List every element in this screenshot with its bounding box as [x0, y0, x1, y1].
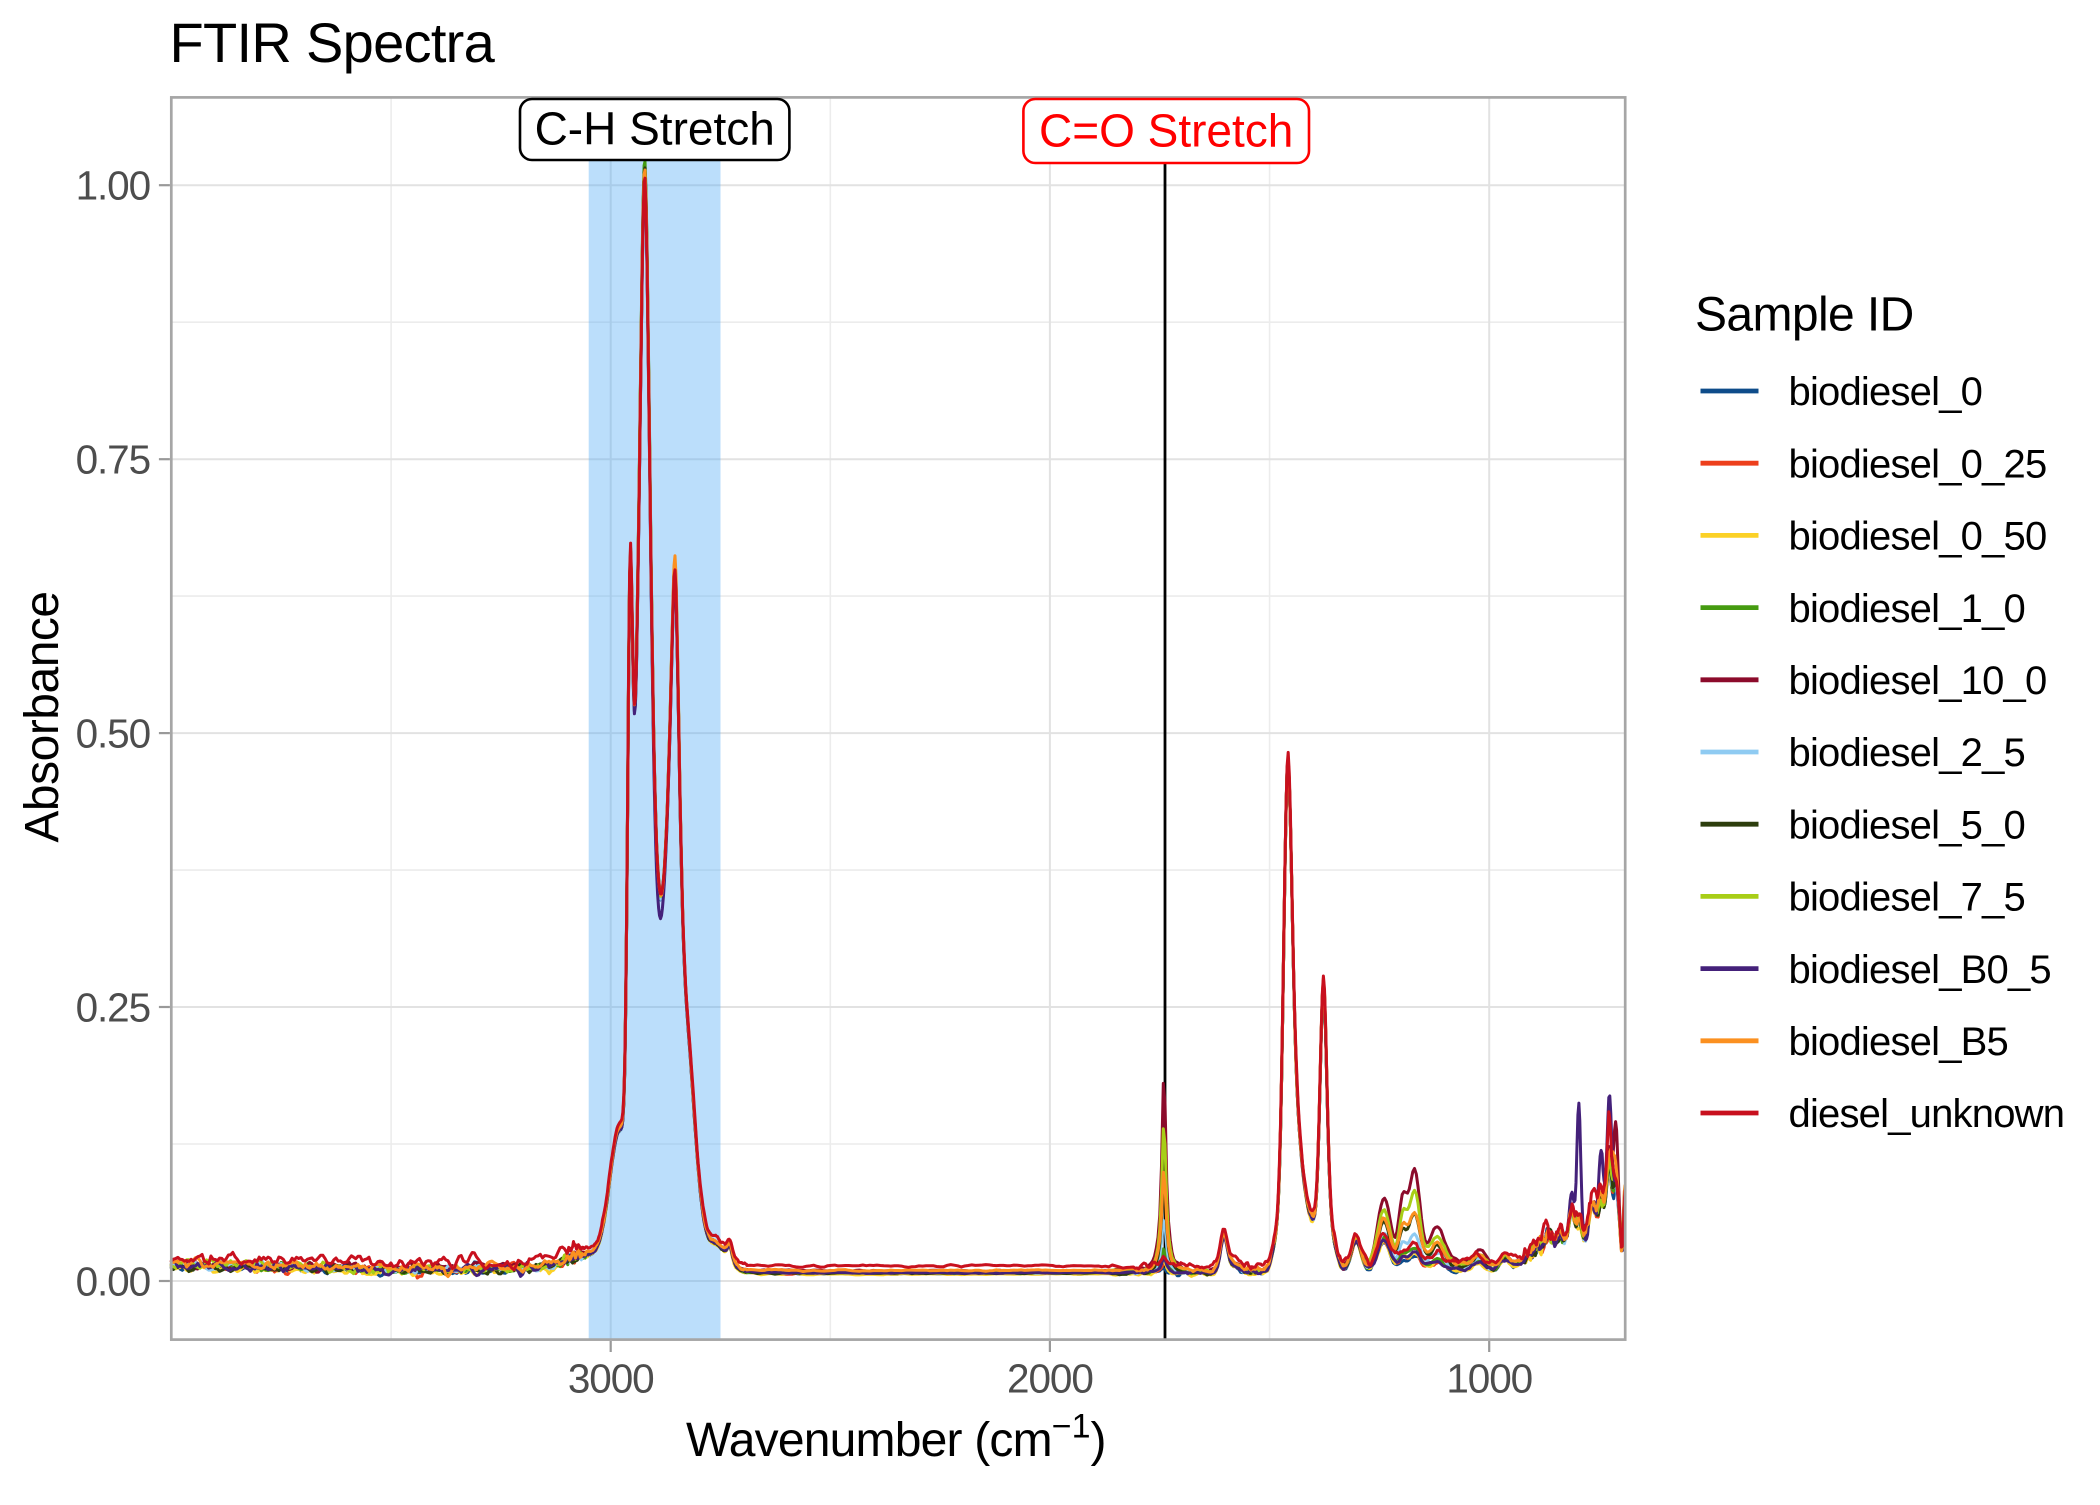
svg-text:C=O Stretch: C=O Stretch — [1039, 105, 1293, 157]
svg-text:Absorbance: Absorbance — [16, 591, 69, 842]
svg-text:C-H Stretch: C-H Stretch — [535, 103, 775, 155]
svg-text:biodiesel_0_50: biodiesel_0_50 — [1789, 515, 2047, 559]
svg-text:FTIR Spectra: FTIR Spectra — [170, 11, 496, 74]
svg-text:0.25: 0.25 — [76, 984, 150, 1030]
svg-text:biodiesel_7_5: biodiesel_7_5 — [1789, 876, 2025, 920]
svg-text:biodiesel_1_0: biodiesel_1_0 — [1789, 587, 2025, 631]
svg-text:diesel_unknown: diesel_unknown — [1789, 1092, 2065, 1136]
svg-text:3000: 3000 — [568, 1356, 654, 1402]
svg-text:0.75: 0.75 — [76, 437, 150, 483]
svg-text:Sample ID: Sample ID — [1695, 289, 1914, 342]
svg-text:Wavenumber (cm−1): Wavenumber (cm−1) — [686, 1408, 1106, 1468]
svg-text:0.00: 0.00 — [76, 1258, 150, 1304]
svg-text:biodiesel_0: biodiesel_0 — [1789, 370, 1983, 414]
svg-text:biodiesel_2_5: biodiesel_2_5 — [1789, 731, 2025, 775]
svg-text:biodiesel_10_0: biodiesel_10_0 — [1789, 659, 2047, 703]
svg-text:1.00: 1.00 — [76, 163, 150, 209]
svg-text:1000: 1000 — [1446, 1356, 1532, 1402]
svg-text:biodiesel_0_25: biodiesel_0_25 — [1789, 442, 2047, 486]
svg-text:biodiesel_B0_5: biodiesel_B0_5 — [1789, 948, 2051, 992]
svg-text:biodiesel_B5: biodiesel_B5 — [1789, 1020, 2008, 1064]
svg-text:0.50: 0.50 — [76, 710, 150, 756]
svg-text:2000: 2000 — [1007, 1356, 1093, 1402]
svg-text:biodiesel_5_0: biodiesel_5_0 — [1789, 803, 2025, 847]
